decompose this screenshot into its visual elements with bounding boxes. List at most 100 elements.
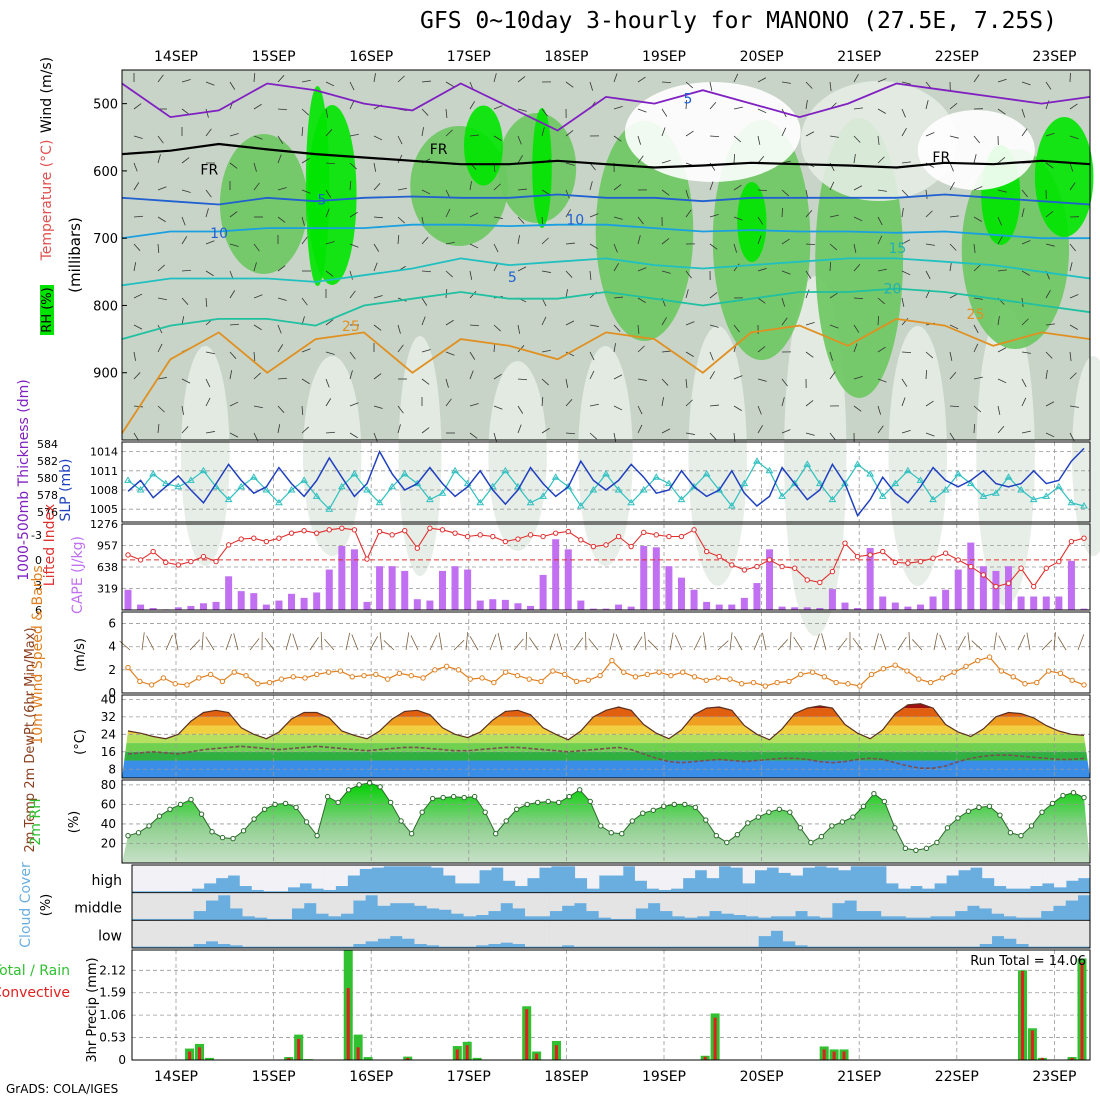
- rh-point: [230, 835, 236, 842]
- wind-barb: [565, 399, 573, 407]
- cloud-cell: [475, 920, 489, 946]
- wind-tick: 6: [108, 617, 116, 631]
- wind-barb: [1045, 132, 1055, 137]
- surface-barb: [233, 633, 239, 651]
- wind-barb: [829, 351, 834, 361]
- wind-speed-point: [538, 678, 544, 685]
- cape-bar: [552, 539, 560, 610]
- lifted-index-point: [238, 536, 244, 542]
- cape-bar: [262, 604, 270, 610]
- wind-barb: [781, 238, 790, 245]
- rh-point: [261, 806, 268, 812]
- wind-speed-point: [750, 679, 757, 686]
- wind-barb: [445, 398, 452, 407]
- cape-bar: [816, 607, 824, 610]
- cloud-cell: [770, 920, 784, 931]
- cloud-cell: [335, 865, 348, 887]
- rh-point: [556, 799, 562, 806]
- rh-point: [818, 833, 825, 840]
- surface-barb: [369, 636, 379, 651]
- wind-barb: [253, 351, 256, 362]
- wind-tick: 2: [108, 663, 116, 677]
- rh-point: [682, 801, 688, 808]
- thickness-point: [375, 498, 384, 506]
- wind-speed-point: [798, 671, 804, 678]
- wind-barb: [469, 270, 473, 280]
- cloud-cell: [611, 920, 624, 947]
- wind-speed-point: [479, 675, 485, 681]
- wind-barb: [637, 345, 645, 353]
- wind-barb: [781, 397, 785, 407]
- pressure-tick: 700: [93, 232, 118, 247]
- cloud-cell: [267, 892, 280, 919]
- wind-speed-point: [467, 676, 473, 682]
- rh-point: [450, 793, 457, 800]
- cloud-cell: [467, 865, 480, 884]
- cloud-cell: [862, 865, 875, 867]
- cloud-cell: [991, 920, 1005, 937]
- rh-point: [219, 834, 226, 841]
- wind-barb: [589, 270, 592, 280]
- wind-barb: [973, 297, 983, 300]
- wind-barb: [253, 182, 260, 191]
- cape-bar: [388, 566, 396, 610]
- wind-barb: [349, 351, 356, 360]
- wind-barb: [613, 263, 619, 272]
- rh-point: [240, 828, 247, 834]
- cloud-cell: [634, 865, 648, 881]
- cloud-cell: [1077, 892, 1091, 896]
- bottom-date-label: 19SEP: [642, 1069, 686, 1085]
- wind-barb: [325, 81, 335, 87]
- cloud-cell: [205, 892, 219, 901]
- cloud-cell: [402, 920, 415, 939]
- wind-barb: [733, 184, 742, 191]
- wind-barb: [1069, 182, 1076, 191]
- wind-barb: [205, 431, 215, 434]
- bottom-date-label: 18SEP: [544, 1069, 588, 1085]
- cape-bar: [589, 608, 597, 610]
- cloud-cell: [742, 865, 755, 884]
- wind-barb: [277, 108, 288, 111]
- wind-barb: [757, 77, 767, 83]
- lifted-index-point: [414, 545, 421, 551]
- surface-barb: [873, 633, 879, 651]
- surface-barb: [674, 634, 683, 651]
- wind-barb: [613, 135, 622, 142]
- rh-legend-swatch: [40, 285, 54, 335]
- cape-bar: [1030, 596, 1038, 610]
- wind-barb: [301, 236, 308, 245]
- lifted-index-point: [817, 579, 823, 586]
- wind-barb: [733, 405, 742, 411]
- wind-barb: [637, 155, 644, 164]
- cloud-cell: [291, 920, 305, 947]
- wind-barb: [829, 243, 838, 251]
- wind-barb: [757, 378, 767, 382]
- cloud-cell: [647, 892, 661, 904]
- wind-barb: [493, 324, 501, 332]
- wind-barb: [301, 405, 304, 416]
- wind-barb: [565, 351, 575, 357]
- cloud-cell: [586, 892, 600, 912]
- wind-barb: [541, 270, 551, 273]
- wind-barb: [1021, 189, 1028, 198]
- wind-barb: [349, 432, 358, 439]
- slp-tick: 1008: [90, 484, 118, 497]
- wind-barb: [973, 186, 983, 191]
- isotherm-label: FR: [430, 142, 448, 158]
- wind-barb: [709, 324, 719, 328]
- wind-barb: [397, 135, 403, 145]
- wind-barb: [565, 81, 574, 88]
- rh-point: [461, 794, 467, 801]
- cloud-cell: [156, 920, 170, 947]
- wind-barb: [1045, 323, 1055, 326]
- cape-bar: [250, 593, 258, 610]
- wind-barb: [373, 135, 383, 141]
- wind-barb: [133, 162, 138, 172]
- cloud-cell: [586, 920, 600, 947]
- wind-barb: [301, 189, 311, 194]
- cloud-level-label: middle: [74, 901, 122, 917]
- cloud-cell: [1018, 865, 1031, 889]
- cloud-cell: [574, 920, 587, 947]
- wind-barb: [877, 268, 887, 272]
- wind-barb: [997, 269, 1007, 272]
